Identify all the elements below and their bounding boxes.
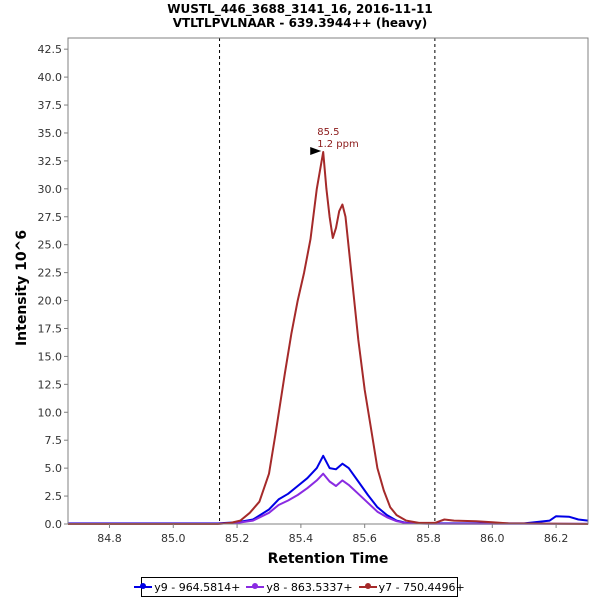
legend-item-y7: y7 - 750.4496+: [358, 580, 465, 594]
x-tick-label: 85.2: [225, 532, 250, 545]
legend-swatch-y7: [358, 583, 377, 589]
legend-label-y7: y7 - 750.4496+: [378, 580, 465, 594]
legend-item-y9: y9 - 964.5814+: [134, 581, 240, 594]
x-tick-label: 85.4: [289, 532, 314, 545]
legend-swatch-y9: [134, 583, 153, 589]
y-tick-label: 2.5: [45, 490, 63, 503]
peak-rt-label: 85.5: [317, 127, 339, 138]
y-tick-label: 37.5: [38, 99, 63, 112]
x-tick-label: 86.2: [544, 532, 569, 545]
y-tick-label: 15.0: [38, 350, 63, 363]
legend-item-y8: y8 - 863.5337+: [246, 580, 353, 594]
y-tick-label: 35.0: [38, 127, 63, 140]
y-tick-label: 10.0: [38, 406, 63, 419]
y-tick-label: 32.5: [38, 155, 63, 168]
x-tick-label: 86.0: [480, 532, 505, 545]
y-tick-label: 22.5: [38, 267, 63, 280]
y-tick-label: 12.5: [38, 378, 63, 391]
y-tick-label: 42.5: [38, 43, 63, 56]
chart-legend: y9 - 964.5814+ y8 - 863.5337+ y7 - 750.4…: [134, 577, 465, 597]
y-axis-label: Intensity 10^6: [14, 230, 30, 346]
peak-marker-icon: [310, 146, 322, 155]
y-tick-label: 30.0: [38, 183, 63, 196]
y-tick-label: 40.0: [38, 71, 63, 84]
plot-area: [68, 38, 588, 524]
legend-swatch-y8: [246, 583, 265, 589]
series-line-y8: [68, 472, 588, 525]
peak-ppm-label: 1.2 ppm: [317, 139, 359, 150]
series-line-y7: [68, 151, 589, 525]
y-tick-label: 7.5: [45, 434, 63, 447]
x-tick-label: 85.0: [161, 532, 186, 545]
y-tick-label: 25.0: [38, 239, 63, 252]
x-tick-label: 84.8: [97, 532, 122, 545]
x-tick-label: 85.8: [416, 532, 441, 545]
series-line-y9: [68, 454, 589, 525]
y-tick-label: 17.5: [38, 322, 63, 335]
x-tick-label: 85.6: [352, 532, 377, 545]
x-axis-label: Retention Time: [268, 551, 389, 567]
y-tick-label: 20.0: [38, 295, 63, 308]
chart-subtitle: VTLTLPVLNAAR - 639.3944++ (heavy): [172, 16, 428, 30]
y-tick-label: 27.5: [38, 211, 63, 224]
plot-frame: [67, 37, 589, 525]
chart-title: WUSTL_446_3688_3141_16, 2016-11-11: [167, 2, 433, 16]
y-tick-label: 5.0: [45, 462, 63, 475]
y-tick-label: 0.0: [45, 518, 63, 531]
legend-label-y8: y8 - 863.5337+: [266, 580, 353, 594]
legend-label-y9: y9 - 964.5814+: [154, 580, 241, 594]
